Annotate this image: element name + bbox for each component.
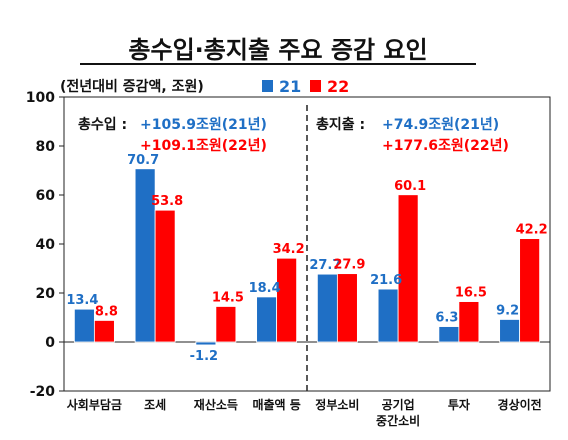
annotation-expenditure-label: 총지출 :	[316, 116, 365, 133]
bar-21	[377, 288, 399, 343]
bar-21	[438, 326, 460, 343]
y-tick-label: 80	[36, 139, 56, 155]
annotation-expenditure-line1: +74.9조원(21년)	[382, 117, 499, 133]
bar-22	[215, 306, 237, 343]
bar-21	[195, 341, 217, 346]
data-label-21: 21.6	[370, 273, 402, 288]
annotation-revenue-line2: +109.1조원(22년)	[140, 138, 267, 154]
legend-label-21: 21	[279, 77, 301, 96]
bar-22	[336, 273, 358, 343]
data-label-22: 34.2	[273, 242, 305, 257]
chart-subtitle: (전년대비 증감액, 조원)	[60, 78, 204, 95]
chart-title: 총수입·총지출 주요 증감 요인	[128, 36, 427, 64]
data-label-22: 42.2	[516, 223, 548, 238]
legend-label-22: 22	[327, 77, 349, 96]
data-label-22: 27.9	[333, 258, 365, 273]
bar-21	[316, 273, 338, 343]
legend-swatch-22	[310, 80, 321, 92]
bar-22	[458, 301, 480, 343]
annotation-revenue-line1: +105.9조원(21년)	[140, 117, 267, 133]
data-label-22: 60.1	[394, 179, 426, 194]
data-label-22: 8.8	[95, 304, 118, 319]
data-label-22: 16.5	[455, 286, 487, 301]
y-tick-label: 100	[26, 90, 55, 106]
data-label-21: 6.3	[435, 311, 458, 326]
data-label-21: 18.4	[249, 281, 281, 296]
x-tick-label: 중간소비	[376, 413, 420, 428]
x-tick-label: 정부소비	[315, 397, 359, 412]
annotation-expenditure-line2: +177.6조원(22년)	[382, 138, 509, 154]
data-label-21: 9.2	[496, 303, 519, 318]
bar-22	[519, 238, 541, 343]
data-label-21: 27.7	[309, 258, 341, 273]
y-tick-label: 20	[36, 286, 56, 302]
data-label-21: -1.2	[190, 349, 218, 364]
bar-21	[73, 308, 95, 343]
x-tick-label: 공기업	[382, 397, 415, 412]
bar-21	[256, 296, 278, 343]
data-label-21: 13.4	[66, 293, 98, 308]
x-tick-label: 재산소득	[194, 397, 238, 412]
x-tick-label: 투자	[448, 397, 470, 412]
y-tick-label: 40	[36, 237, 56, 253]
y-tick-label: 60	[36, 188, 56, 204]
annotation-total-revenue: 총수입 : +105.9조원(21년) +109.1조원(22년)	[78, 117, 267, 154]
data-label-22: 53.8	[151, 194, 183, 209]
data-labels: 13.48.8 70.7 53.8 -1.2 14.5 18.4 34.2 27.727.9 2…	[66, 153, 547, 364]
bar-21	[499, 319, 521, 343]
x-tick-label: 경상이전	[498, 397, 542, 412]
x-tick-label: 조세	[144, 397, 166, 412]
bars	[73, 168, 541, 346]
x-tick-label: 사회부담금	[67, 397, 122, 412]
legend: 21 22	[262, 77, 349, 96]
bar-22	[93, 320, 115, 343]
y-tick-label: 0	[45, 335, 55, 351]
bar-22	[276, 257, 298, 343]
legend-swatch-21	[262, 80, 273, 92]
bar-22	[397, 194, 419, 343]
annotation-total-expenditure: 총지출 : +74.9조원(21년) +177.6조원(22년)	[316, 116, 509, 154]
y-tick-label: -20	[30, 384, 56, 400]
annotation-revenue-label: 총수입 :	[78, 117, 127, 133]
data-label-21: 70.7	[127, 153, 159, 168]
data-label-22: 14.5	[212, 290, 244, 305]
x-tick-label: 매출액 등	[252, 397, 300, 412]
bar-22	[154, 209, 176, 343]
